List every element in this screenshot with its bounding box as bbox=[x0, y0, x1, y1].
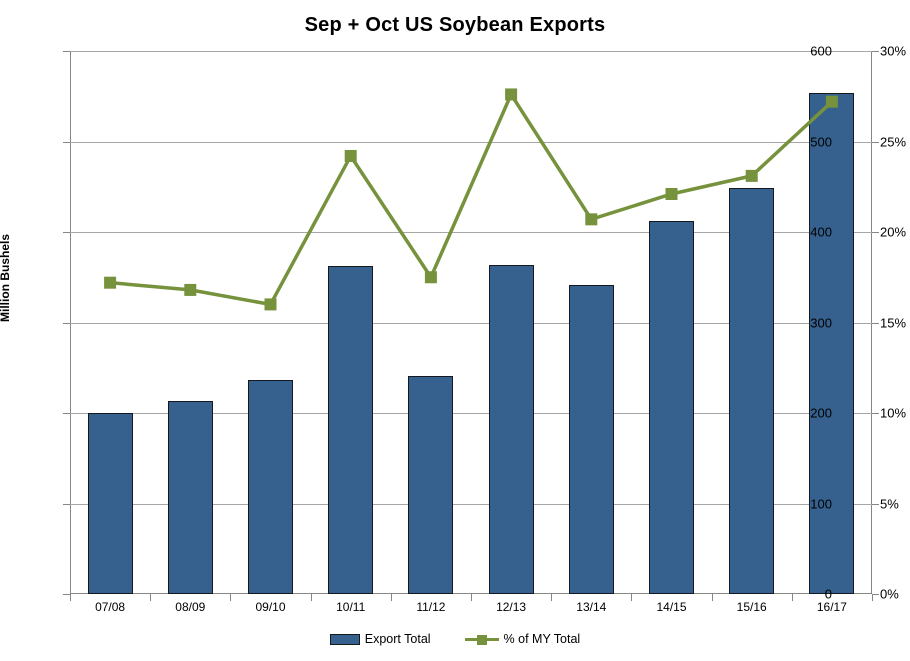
secondary-y-axis-tick-label: 20% bbox=[880, 224, 907, 240]
y-axis-tick-label: 600 bbox=[810, 43, 832, 59]
y-axis-tick-mark bbox=[63, 322, 70, 324]
y-axis-tick-mark bbox=[63, 51, 70, 52]
secondary-y-axis-tick-mark bbox=[872, 141, 879, 143]
secondary-y-axis-tick-mark bbox=[872, 232, 879, 233]
x-axis-tick-label: 11/12 bbox=[416, 600, 446, 614]
legend-item-pct-of-my-total[interactable]: % of MY Total bbox=[464, 632, 581, 646]
legend-label: Export Total bbox=[364, 632, 431, 646]
x-axis-tick-mark bbox=[150, 594, 152, 601]
y-axis-tick-mark bbox=[63, 594, 70, 595]
bar[interactable] bbox=[649, 221, 694, 594]
gridline bbox=[70, 51, 872, 52]
secondary-y-axis-tick-mark bbox=[872, 413, 879, 414]
gridline bbox=[70, 141, 872, 143]
y-axis-tick-label: 500 bbox=[810, 134, 832, 149]
bar[interactable] bbox=[488, 264, 534, 594]
y-axis-tick-mark bbox=[63, 503, 70, 505]
x-axis-tick-label: 15/16 bbox=[736, 600, 767, 614]
bar[interactable] bbox=[248, 379, 293, 594]
chart-title: Sep + Oct US Soybean Exports bbox=[304, 14, 606, 36]
x-axis-tick-mark bbox=[390, 594, 392, 601]
x-axis-tick-label: 14/15 bbox=[656, 600, 687, 614]
y-axis-tick-mark bbox=[63, 232, 70, 233]
x-axis-tick-label: 13/14 bbox=[576, 600, 607, 614]
gridline bbox=[70, 322, 872, 324]
plot-area bbox=[70, 51, 872, 594]
x-axis-tick-label: 07/08 bbox=[95, 600, 126, 614]
secondary-y-axis-tick-label: 10% bbox=[880, 405, 907, 421]
x-axis-tick-mark bbox=[551, 594, 553, 601]
secondary-y-axis-tick-label: 25% bbox=[880, 134, 907, 149]
y-axis-tick-label: 300 bbox=[810, 315, 832, 330]
bar[interactable] bbox=[408, 375, 454, 594]
x-axis-tick-label: 12/13 bbox=[496, 600, 527, 614]
secondary-y-axis-tick-mark bbox=[872, 503, 879, 505]
bar[interactable] bbox=[729, 187, 775, 594]
legend-item-export-total[interactable]: Export Total bbox=[329, 632, 431, 646]
x-axis-tick-label: 09/10 bbox=[255, 600, 286, 614]
x-axis-tick-mark bbox=[70, 594, 71, 601]
chart-legend: Export Total % of MY Total bbox=[0, 632, 910, 646]
y-axis-title: Million Bushels bbox=[0, 233, 12, 322]
x-axis-tick-mark bbox=[631, 594, 633, 601]
y-axis-tick-mark bbox=[63, 413, 70, 414]
bar[interactable] bbox=[167, 401, 213, 594]
x-axis-tick-label: 16/17 bbox=[816, 600, 847, 614]
bar[interactable] bbox=[568, 284, 614, 594]
x-axis-tick-mark bbox=[471, 594, 472, 601]
x-axis-tick-mark bbox=[310, 594, 312, 601]
secondary-y-axis-tick-mark bbox=[872, 51, 879, 52]
legend-label: % of MY Total bbox=[503, 632, 581, 646]
x-axis-tick-mark bbox=[230, 594, 232, 601]
secondary-y-axis-tick-label: 5% bbox=[880, 496, 899, 511]
bar[interactable] bbox=[328, 265, 374, 594]
y-axis-tick-label: 100 bbox=[810, 496, 832, 511]
gridline bbox=[70, 413, 872, 414]
x-axis-tick-label: 08/09 bbox=[175, 600, 206, 614]
gridline bbox=[70, 503, 872, 505]
secondary-y-axis-tick-mark bbox=[872, 322, 879, 324]
x-axis-tick-mark bbox=[791, 594, 793, 601]
bar[interactable] bbox=[87, 413, 133, 594]
line-swatch-icon bbox=[464, 633, 499, 645]
x-axis-tick-mark bbox=[872, 594, 873, 601]
bar[interactable] bbox=[809, 92, 855, 594]
secondary-y-axis-tick-mark bbox=[872, 594, 879, 595]
x-axis-tick-label: 10/11 bbox=[336, 600, 366, 614]
secondary-y-axis-tick-label: 15% bbox=[880, 315, 907, 330]
secondary-y-axis-tick-label: 0% bbox=[880, 586, 899, 602]
y-axis-tick-mark bbox=[63, 141, 70, 143]
x-axis-tick-mark bbox=[711, 594, 713, 601]
bar-swatch-icon bbox=[329, 633, 360, 645]
y-axis-tick-label: 0 bbox=[824, 586, 832, 602]
y-axis-tick-label: 400 bbox=[810, 224, 832, 240]
y-axis-tick-label: 200 bbox=[810, 405, 832, 421]
secondary-y-axis-tick-label: 30% bbox=[880, 43, 907, 59]
